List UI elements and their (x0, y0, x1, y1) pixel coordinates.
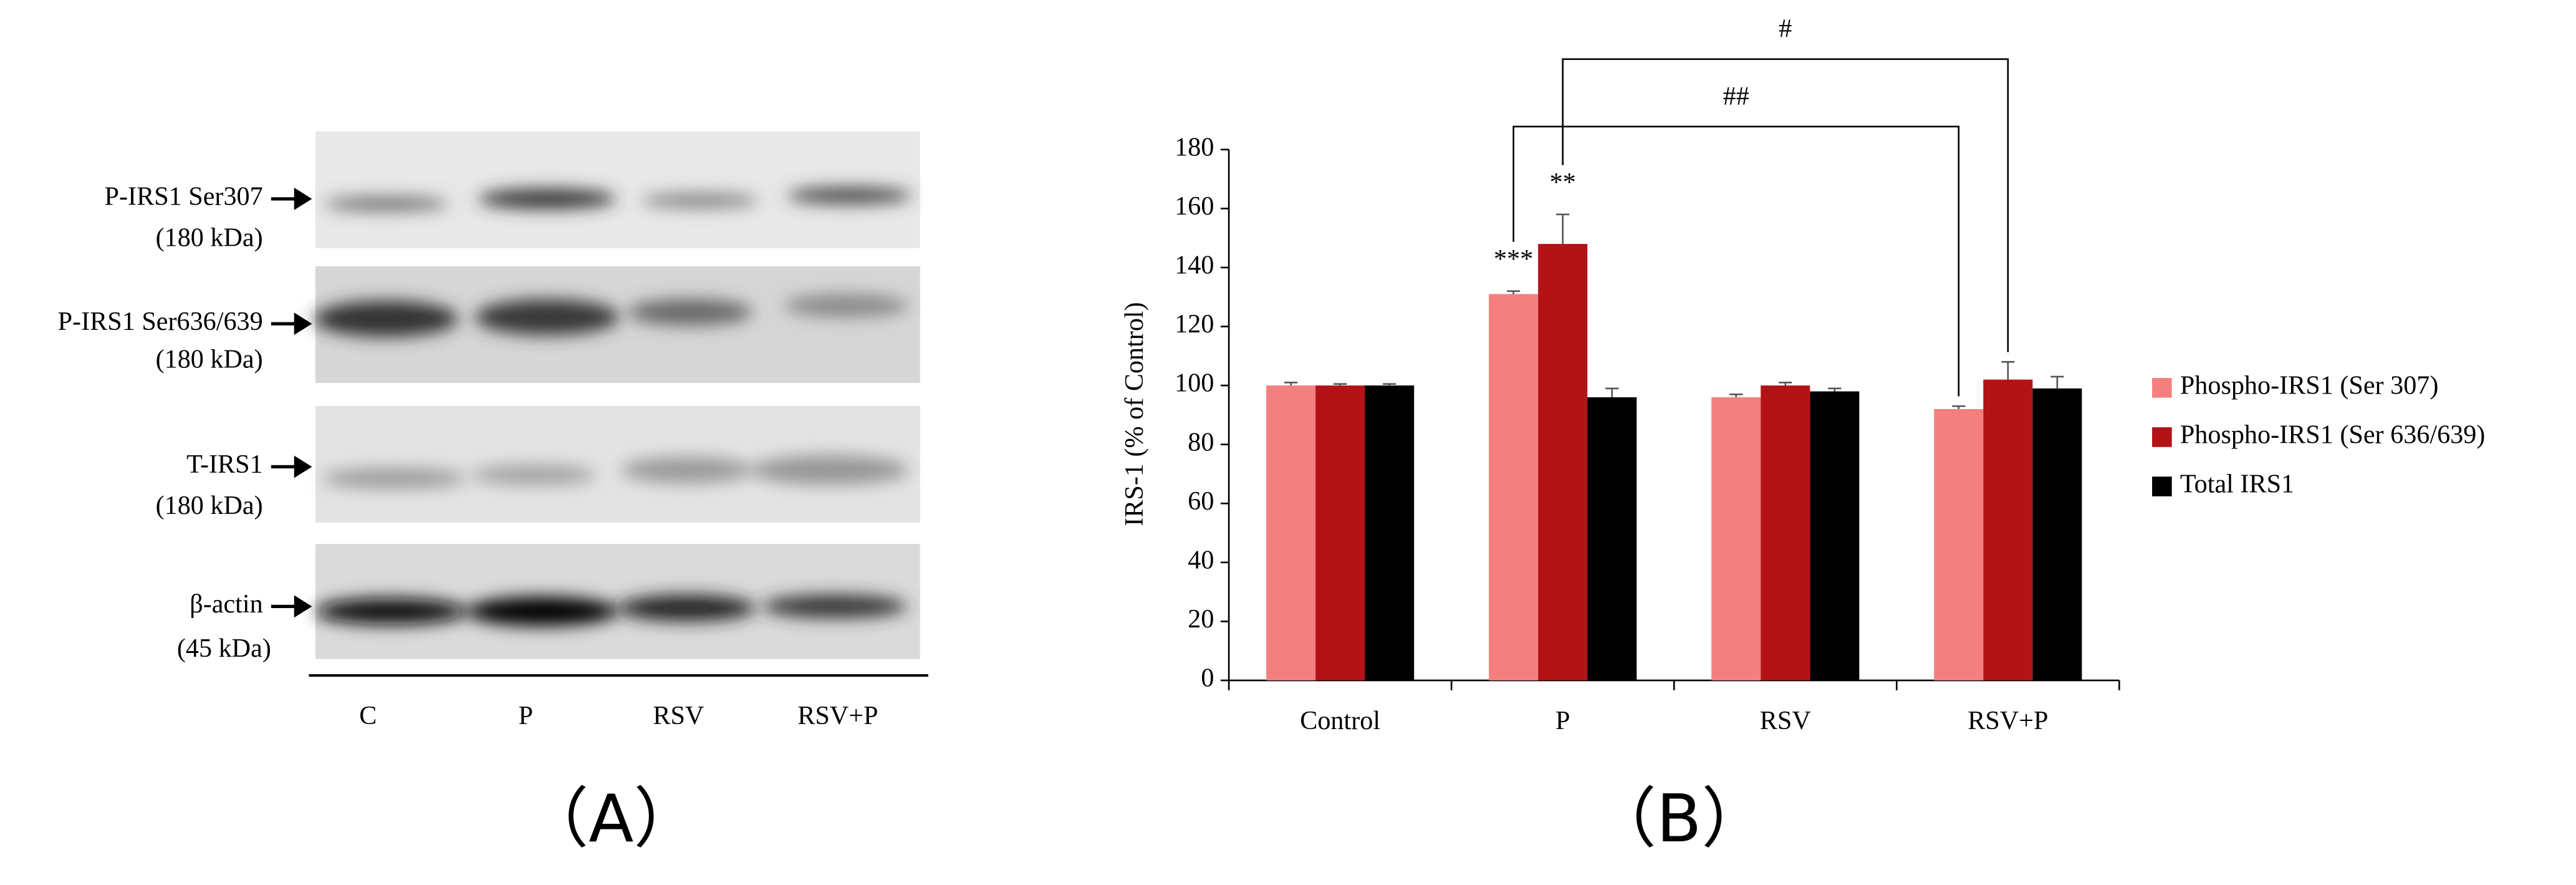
arrows (271, 187, 312, 618)
y-tick-label: 20 (1188, 604, 1214, 634)
legend-swatch (2152, 427, 2172, 447)
bar (1365, 385, 1415, 680)
row-label: P-IRS1 Ser636/639 (58, 307, 263, 336)
row-label: T-IRS1 (186, 450, 263, 479)
annotation: *** (1494, 244, 1533, 274)
lane-label: RSV (653, 701, 704, 730)
legend-label: Phospho-IRS1 (Ser 636/639) (2180, 420, 2486, 450)
row-size: (180 kDa) (156, 491, 263, 520)
error-bar (1779, 382, 1792, 386)
error-bar (2001, 360, 2015, 380)
bands (314, 187, 912, 626)
bracket (1512, 125, 1960, 397)
y-tick-label: 120 (1175, 309, 1214, 339)
y-tick-label: 40 (1188, 545, 1214, 574)
panel-label: （B） (1591, 780, 1767, 857)
y-tick-label: 0 (1201, 664, 1214, 693)
row-size: (180 kDa) (156, 344, 263, 374)
y-tick-label: 100 (1175, 369, 1214, 398)
error-bar (1828, 387, 1842, 392)
bar (1934, 409, 1984, 680)
bar (1983, 379, 2033, 680)
y-tick-label: 180 (1175, 132, 1214, 162)
annotation: ## (1723, 82, 1749, 111)
error-bar (1383, 383, 1396, 386)
lane-label: RSV+P (797, 701, 878, 730)
lane-label: P (519, 701, 533, 730)
x-tick-label: P (1555, 706, 1570, 735)
annotation: ** (1550, 168, 1576, 197)
panel-label: （A） (523, 780, 699, 857)
bar (1810, 391, 1860, 680)
bar (1538, 244, 1588, 680)
y-axis-label: IRS-1 (% of Control) (1120, 302, 1149, 526)
bar (1711, 397, 1761, 680)
bar (1266, 385, 1316, 680)
row-label: β-actin (190, 589, 262, 619)
error-bar (1284, 382, 1298, 386)
x-tick-label: Control (1300, 706, 1380, 735)
error-bar (1334, 383, 1347, 386)
bar (1315, 385, 1365, 680)
legend-swatch (2152, 476, 2172, 496)
legend-swatch (2152, 378, 2172, 398)
bar (1489, 294, 1539, 680)
blot: P-IRS1 Ser307 (180 kDa) P-IRS1 Ser636/63… (58, 131, 928, 857)
row-size: (180 kDa) (156, 223, 263, 252)
y-tick-label: 80 (1188, 427, 1214, 457)
legend-label: Phospho-IRS1 (Ser 307) (2180, 371, 2439, 400)
error-bar (1556, 213, 1570, 244)
y-tick-label: 140 (1175, 251, 1214, 280)
row-label: P-IRS1 Ser307 (105, 182, 263, 211)
error-bar (2050, 375, 2064, 389)
y-tick-label: 60 (1188, 486, 1214, 516)
error-bar (1507, 290, 1521, 294)
row-size: (45 kDa) (177, 634, 271, 663)
bracket (1562, 58, 2009, 352)
legend-label: Total IRS1 (2180, 470, 2294, 499)
y-tick-label: 160 (1175, 191, 1214, 221)
x-tick-label: RSV (1760, 706, 1811, 735)
lane-label: C (359, 701, 377, 730)
x-tick-label: RSV+P (1968, 706, 2048, 735)
error-bar (1605, 387, 1619, 397)
error-bar (1729, 393, 1743, 397)
annotation: # (1779, 14, 1792, 44)
bar (2032, 388, 2082, 680)
bar (1761, 385, 1810, 680)
bar (1587, 397, 1637, 680)
error-bar (1952, 405, 1966, 409)
